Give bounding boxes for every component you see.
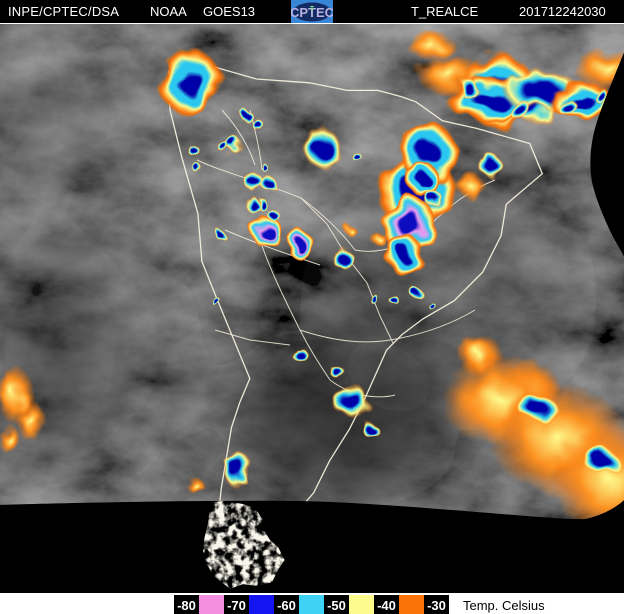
svg-text:T: T <box>310 6 315 13</box>
